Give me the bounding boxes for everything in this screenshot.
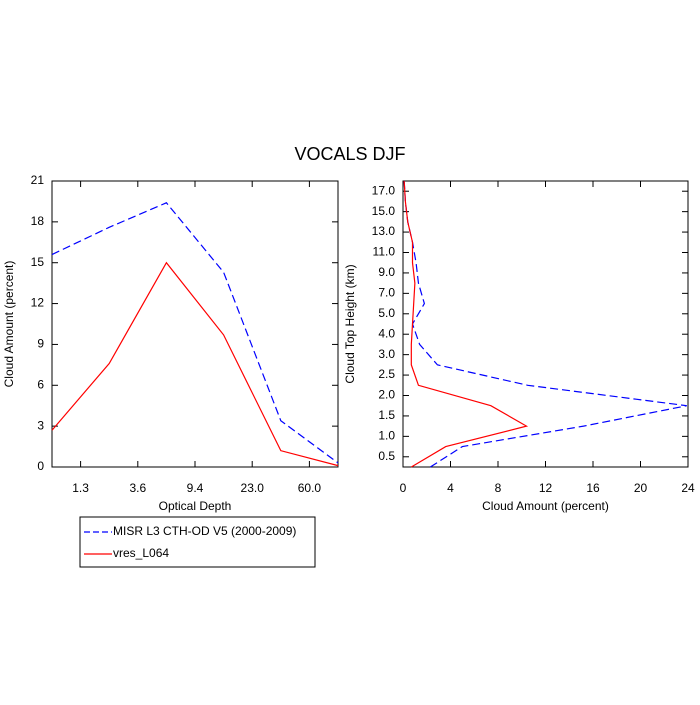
y-tick-label: 1.0 [378,429,395,443]
x-tick-label: 24 [681,481,695,495]
y-tick-label: 0.5 [378,449,395,463]
y-tick-label: 2.0 [378,388,395,402]
x-tick-label: 60.0 [298,481,322,495]
y-tick-label: 18 [31,214,45,228]
data-line [51,202,339,464]
legend-label: MISR L3 CTH-OD V5 (2000-2009) [113,524,296,538]
y-tick-label: 0 [37,459,44,473]
x-axis-label: Cloud Amount (percent) [482,499,609,513]
y-axis-label: Cloud Amount (percent) [2,261,16,388]
data-line [51,261,339,467]
data-line [403,180,687,468]
y-tick-label: 3.0 [378,347,395,361]
figure-title: VOCALS DJF [294,144,405,164]
x-tick-label: 3.6 [129,481,146,495]
legend-label: vres_L064 [113,546,169,560]
x-tick-label: 1.3 [72,481,89,495]
y-tick-label: 9 [37,337,44,351]
x-axis-label: Optical Depth [159,499,232,513]
y-tick-label: 12 [31,296,45,310]
y-tick-label: 11.0 [373,245,396,259]
y-tick-label: 15.0 [372,204,396,218]
y-tick-label: 17.0 [372,183,396,197]
y-tick-label: 13.0 [372,224,396,238]
x-tick-label: 23.0 [241,481,265,495]
y-tick-label: 2.5 [378,367,395,381]
plot-frame [402,180,689,468]
y-tick-label: 7.0 [378,286,395,300]
x-tick-label: 16 [586,481,600,495]
y-tick-label: 15 [31,255,45,269]
x-tick-label: 4 [447,481,454,495]
x-tick-label: 20 [634,481,648,495]
y-tick-label: 9.0 [378,265,395,279]
plot-frame [51,180,339,468]
x-tick-label: 0 [400,481,407,495]
y-tick-label: 3 [37,418,44,432]
x-tick-label: 12 [539,481,553,495]
y-axis-label: Cloud Top Height (km) [343,264,357,383]
y-tick-label: 4.0 [378,326,395,340]
y-tick-label: 5.0 [378,306,395,320]
y-tick-label: 6 [37,377,44,391]
y-tick-label: 21 [31,173,45,187]
legend-box [79,516,316,568]
x-tick-label: 9.4 [187,481,204,495]
y-tick-label: 1.5 [378,408,395,422]
data-line [403,180,529,468]
x-tick-label: 8 [495,481,502,495]
